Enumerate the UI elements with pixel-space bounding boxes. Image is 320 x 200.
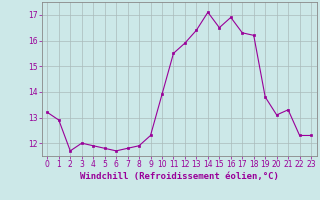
X-axis label: Windchill (Refroidissement éolien,°C): Windchill (Refroidissement éolien,°C): [80, 172, 279, 181]
